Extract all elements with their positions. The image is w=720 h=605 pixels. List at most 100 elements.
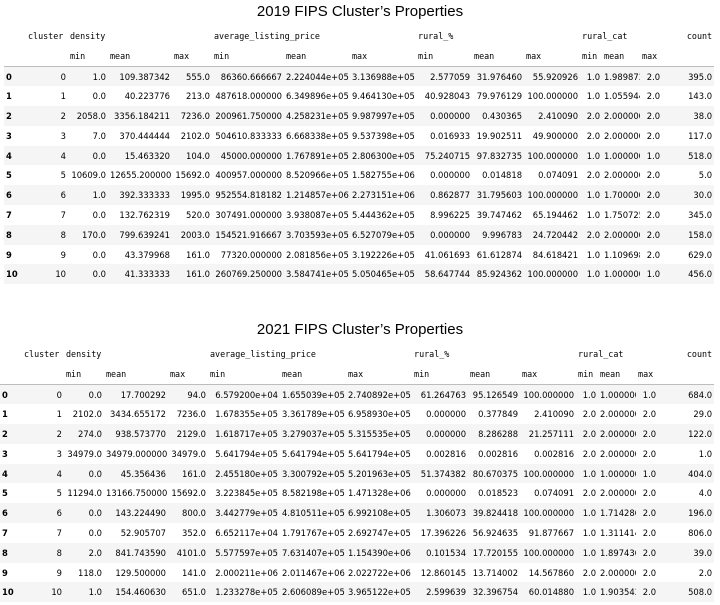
table-cell: 2.0	[698, 567, 713, 578]
table-cell: 6.527079e+05	[352, 229, 415, 240]
table-cell: 11294.0	[67, 488, 102, 499]
table-cell: 7.0	[92, 130, 106, 141]
table-cell: 0.000000	[426, 428, 467, 439]
row-index: 8	[2, 547, 8, 558]
table-cell: 3.223845e+05	[215, 488, 279, 499]
table-cell: 9.996783	[482, 229, 523, 240]
table-cell: 2.000000	[600, 448, 637, 459]
table-cell: 938.573770	[115, 428, 166, 439]
table-cell: 1.000000	[604, 269, 641, 280]
table-cell: 7	[56, 527, 62, 538]
table-cell: 392.333333	[119, 190, 170, 201]
table-cell: 5.641794e+05	[282, 448, 345, 459]
table-cell: 2.0	[586, 110, 601, 121]
table-cell: 60.014880	[528, 587, 575, 598]
table-cell: 58.647744	[424, 269, 471, 280]
table-cell: 2129.0	[176, 428, 207, 439]
table-cell: 2.000000	[604, 110, 641, 121]
table-cell: 97.832735	[476, 150, 523, 161]
table-cell: 2.410090	[538, 110, 579, 121]
table-cell: 17.700292	[120, 389, 166, 400]
table-cell: 39.824418	[472, 508, 519, 519]
table-cell: 2.0	[88, 547, 102, 558]
table-cell: 8.582198e+05	[282, 488, 345, 499]
table-cell: 40.223776	[124, 91, 170, 102]
table-cell: 2058.0	[76, 110, 106, 121]
subheader-min: min	[412, 364, 469, 385]
table-body-2021: 0 0 0.0 17.700292 94.0 6.579200e+04 1.655039e+…	[0, 384, 715, 603]
table-row: 6 6 0.0 143.224490 800.0 3.442779e+05 4.810511…	[0, 503, 715, 524]
table-cell: 0.000000	[430, 170, 471, 181]
table-cell: 8.520966e+05	[286, 170, 349, 181]
table-title-2021: 2021 FIPS Cluster’s Properties	[256, 321, 464, 338]
table-row: 0 0 1.0 109.387342 555.0 86360.666667 2.224044…	[4, 66, 715, 87]
table-cell: 2.0	[646, 229, 661, 240]
subheader-max: max	[350, 46, 417, 67]
table-cell: 7236.0	[176, 409, 207, 420]
table-cell: 41.333333	[124, 269, 170, 280]
table-cell: 100.000000	[527, 150, 579, 161]
row-index: 0	[2, 389, 8, 400]
row-index: 2	[6, 110, 12, 121]
table-row: 3 3 34979.0 34979.000000 34979.0 5.641794e+05…	[0, 443, 715, 464]
row-index: 2	[2, 428, 8, 439]
table-cell: 3.136988e+05	[352, 71, 415, 82]
table-cell: 1.311414	[600, 527, 637, 538]
table-cell: 5.444362e+05	[352, 209, 415, 220]
table-cell: 80.670375	[472, 468, 519, 479]
table-cell: 2.0	[646, 91, 661, 102]
table-cell: 8	[60, 229, 66, 240]
table-cell: 2.000211e+06	[215, 567, 279, 578]
subheader-min: min	[212, 46, 285, 67]
table-row: 3 3 7.0 370.444444 2102.0 504610.833333 6.6683…	[4, 125, 715, 146]
table-cell: 1.0	[586, 209, 601, 220]
table-cell: 1.000000	[600, 468, 637, 479]
table-cell: 1.214857e+06	[286, 190, 349, 201]
table-cell: 274.0	[78, 428, 102, 439]
table-cell: 508.0	[688, 587, 713, 598]
subheader-max: max	[346, 364, 413, 385]
table-cell: 1.0	[582, 508, 597, 519]
table-cell: 1.791767e+05	[282, 527, 345, 538]
table-cell: 109.387342	[119, 71, 170, 82]
table-cell: 49.900000	[532, 130, 579, 141]
table-cell: 2102.0	[180, 130, 211, 141]
table-cell: 9.537398e+05	[352, 130, 415, 141]
table-cell: 10609.0	[71, 170, 106, 181]
table-cell: 1.0	[646, 150, 661, 161]
subheader-mean: mean	[104, 364, 168, 385]
table-cell: 3.300792e+05	[282, 468, 345, 479]
table-cell: 200961.750000	[215, 110, 283, 121]
table-cell: 3.361789e+05	[282, 409, 345, 420]
table-cell: 161.0	[186, 269, 211, 280]
table-cell: 1.903543	[600, 587, 637, 598]
table-cell: 143.0	[688, 91, 713, 102]
subheader-min: min	[416, 46, 473, 67]
table-cell: 91.877667	[528, 527, 575, 538]
table-cell: 2.000000	[600, 409, 637, 420]
table-cell: 260769.250000	[215, 269, 283, 280]
table-cell: 0.002816	[534, 448, 575, 459]
subheader-min: min	[208, 364, 281, 385]
table-cell: 10	[51, 587, 62, 598]
table-cell: 9.987997e+05	[352, 110, 415, 121]
table-cell: 2.0	[642, 587, 657, 598]
subheader-min: min	[580, 46, 603, 67]
header-average-listing-price: average_listing_price	[214, 31, 320, 41]
table-cell: 2.577059	[430, 71, 471, 82]
table-cell: 5.201963e+05	[348, 468, 411, 479]
table-cell: 0.0	[92, 249, 106, 260]
table-cell: 0.074091	[534, 488, 575, 499]
table-cell: 41.061693	[424, 249, 471, 260]
table-cell: 100.000000	[527, 269, 579, 280]
table-cell: 4.810511e+05	[282, 508, 345, 519]
subheader-max: max	[520, 364, 577, 385]
table-cell: 213.0	[186, 91, 211, 102]
subheader-min: min	[576, 364, 599, 385]
table-cell: 38.0	[693, 110, 713, 121]
table-row: 2 2 274.0 938.573770 2129.0 1.618717e+05 3.279…	[0, 424, 715, 444]
table-cell: 2.0	[642, 527, 657, 538]
table-cell: 0.0	[92, 269, 106, 280]
table-cell: 1.750725	[604, 209, 641, 220]
table-cell: 0.014818	[482, 170, 523, 181]
